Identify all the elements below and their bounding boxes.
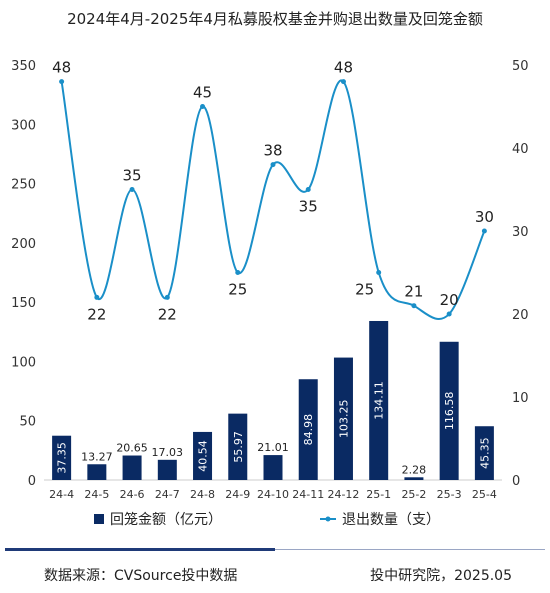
bar-value-label: 2.28 — [402, 463, 427, 476]
line-point — [59, 79, 65, 85]
line-value-label: 20 — [440, 291, 459, 309]
line-value-label: 30 — [475, 208, 494, 226]
x-tick-label: 24-6 — [120, 488, 145, 501]
x-tick-label: 24-11 — [292, 488, 324, 501]
line-point — [340, 79, 346, 85]
line-value-label: 45 — [193, 84, 212, 102]
y-left-tick-label: 0 — [28, 474, 36, 489]
line-value-label: 35 — [123, 167, 142, 185]
bar — [369, 320, 389, 480]
y-left-tick-label: 300 — [11, 118, 36, 133]
footer-divider-light — [275, 549, 545, 550]
bar-value-label: 37.35 — [56, 442, 69, 474]
y-left-tick-label: 350 — [11, 59, 36, 74]
line-point — [235, 270, 241, 275]
legend-line-label: 退出数量（支） — [342, 512, 440, 528]
footer-divider-dark — [5, 548, 275, 551]
bar-value-label: 134.11 — [373, 381, 386, 420]
bar — [298, 379, 318, 480]
credit-note: 投中研究院，2025.05 — [370, 568, 512, 584]
line-value-label: 38 — [263, 142, 282, 160]
y-right-tick-label: 40 — [512, 142, 529, 157]
x-tick-label: 24-9 — [225, 488, 250, 501]
bar — [263, 455, 283, 480]
y-right-tick-label: 30 — [512, 225, 529, 240]
bar-value-label: 17.03 — [152, 446, 184, 459]
legend-bar-swatch — [94, 514, 104, 524]
x-tick-label: 25-4 — [472, 488, 497, 501]
x-tick-label: 25-1 — [366, 488, 391, 501]
line-value-label: 25 — [228, 281, 247, 299]
bar — [87, 464, 107, 480]
y-left-tick-label: 150 — [11, 296, 36, 311]
axes-group: 0 50 100 150 200 250 300 350 0 10 20 30 40 50 24-4 24-5… — [11, 59, 528, 501]
line-point — [129, 187, 135, 192]
bar-value-label: 55.97 — [232, 431, 245, 463]
y-left-tick-label: 250 — [11, 178, 36, 193]
x-tick-label: 24-7 — [155, 488, 180, 501]
chart-title: 2024年4月-2025年4月私募股权基金并购退出数量及回笼金额 — [67, 10, 483, 28]
bar-value-label: 20.65 — [116, 442, 148, 455]
x-tick-label: 24-5 — [84, 488, 109, 501]
line-value-label: 48 — [334, 59, 353, 77]
bar — [157, 459, 177, 480]
bar-value-label: 13.27 — [81, 450, 113, 463]
bar — [228, 413, 248, 480]
line-value-label: 22 — [87, 305, 106, 323]
series-line — [60, 79, 486, 320]
x-tick-label: 24-4 — [49, 488, 74, 501]
bar — [52, 435, 72, 480]
line-point — [94, 294, 100, 300]
x-tick-label: 25-2 — [401, 488, 426, 501]
line-value-label: 21 — [404, 283, 423, 301]
bar-value-label: 103.25 — [337, 400, 350, 439]
x-tick-label: 25-3 — [437, 488, 462, 501]
line-point — [305, 187, 311, 192]
bar — [404, 477, 424, 480]
y-right-tick-label: 0 — [512, 474, 520, 489]
y-right-tick-label: 10 — [512, 391, 529, 406]
legend-line-marker — [325, 516, 331, 522]
x-tick-label: 24-12 — [327, 488, 359, 501]
line-group: 48 22 35 22 45 25 38 35 48 25 21 20 30 — [52, 59, 494, 324]
line-point — [481, 228, 487, 234]
line-point — [164, 294, 170, 300]
bar-value-label: 40.54 — [197, 440, 210, 472]
y-left-tick-label: 200 — [11, 237, 36, 252]
bar — [439, 341, 459, 480]
combo-chart: 0 50 100 150 200 250 300 350 0 10 20 30 40 50 24-4 24-5… — [11, 59, 528, 528]
line-point — [411, 303, 417, 309]
y-left-tick-label: 50 — [19, 415, 36, 430]
line-point — [446, 311, 452, 317]
y-left-tick-label: 100 — [11, 355, 36, 370]
bar — [474, 426, 494, 480]
legend-group: 回笼金额（亿元） 退出数量（支） — [94, 511, 440, 528]
data-source-note: 数据来源：CVSource投中数据 — [44, 568, 238, 584]
bar — [193, 431, 213, 480]
y-right-tick-label: 50 — [512, 59, 529, 74]
bar-value-label: 21.01 — [257, 441, 289, 454]
bar — [122, 455, 142, 480]
y-right-tick-label: 20 — [512, 308, 529, 323]
line-value-label: 22 — [158, 305, 177, 323]
line-value-label: 25 — [355, 281, 374, 299]
line-point — [376, 270, 382, 275]
bar-value-label: 84.98 — [302, 414, 315, 446]
line-value-label: 35 — [299, 198, 318, 216]
legend-bar-label: 回笼金额（亿元） — [110, 511, 222, 528]
line-point — [270, 162, 276, 168]
bar — [333, 357, 353, 480]
bar-value-label: 116.58 — [443, 392, 456, 431]
x-tick-label: 24-10 — [257, 488, 289, 501]
x-tick-label: 24-8 — [190, 488, 215, 501]
line-value-label: 48 — [52, 59, 71, 77]
line-point — [200, 104, 206, 109]
bar-value-label: 45.35 — [478, 437, 491, 469]
